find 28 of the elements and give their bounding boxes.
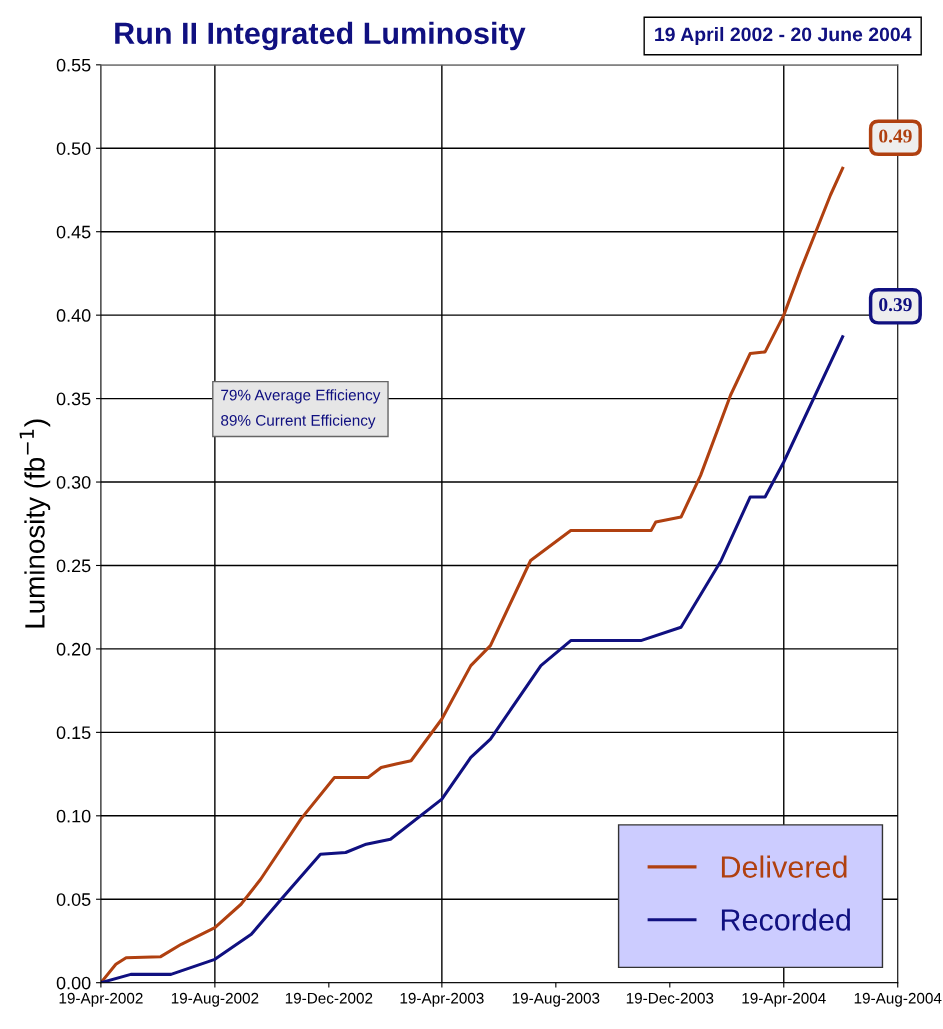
annotation: 0.39 [879,298,912,312]
y-tick-label: 0.45 [56,225,91,239]
x-tick-label: 19-Apr-2002 [59,992,143,1007]
y-tick-label: 0.05 [56,893,91,906]
legend-label: Recorded [721,908,850,931]
y-tick-label: 0.55 [56,58,91,72]
x-tick-label: 19-Aug-2002 [171,992,259,1007]
x-tick-label: 19-Dec-2002 [285,992,373,1004]
y-tick-label: 0.10 [56,809,91,823]
y-tick-label: 0.50 [56,142,91,155]
y-tick-label: 0.25 [56,559,91,573]
x-tick-label: 19-Dec-2003 [626,992,714,1004]
y-tick-label: 0.35 [56,392,91,406]
x-tick-label: 19-Apr-2004 [742,992,826,1007]
x-tick-label: 19-Apr-2003 [400,992,484,1007]
y-tick-label: 0.15 [56,726,91,740]
y-axis-title: Luminosity (fb$^{−1}$) [19,419,51,628]
y-tick-label: 0.00 [56,976,91,990]
x-tick-label: 19-Aug-2003 [512,992,600,1007]
chart-title: Run II Integrated Luminosity [115,21,526,51]
text: 19 April 2002 - 20 June 2004 [655,26,912,46]
annotation: 79% Average Efficiency 89% Current Efficiency [221,389,381,429]
x-tick-label: 19-Aug-2004 [854,992,942,1007]
y-tick-label: 0.40 [56,309,91,322]
y-tick-label: 0.30 [56,475,91,489]
annotation: 0.49 [879,129,912,143]
y-tick-label: 0.20 [56,642,91,656]
legend-label: Delivered [721,855,847,878]
